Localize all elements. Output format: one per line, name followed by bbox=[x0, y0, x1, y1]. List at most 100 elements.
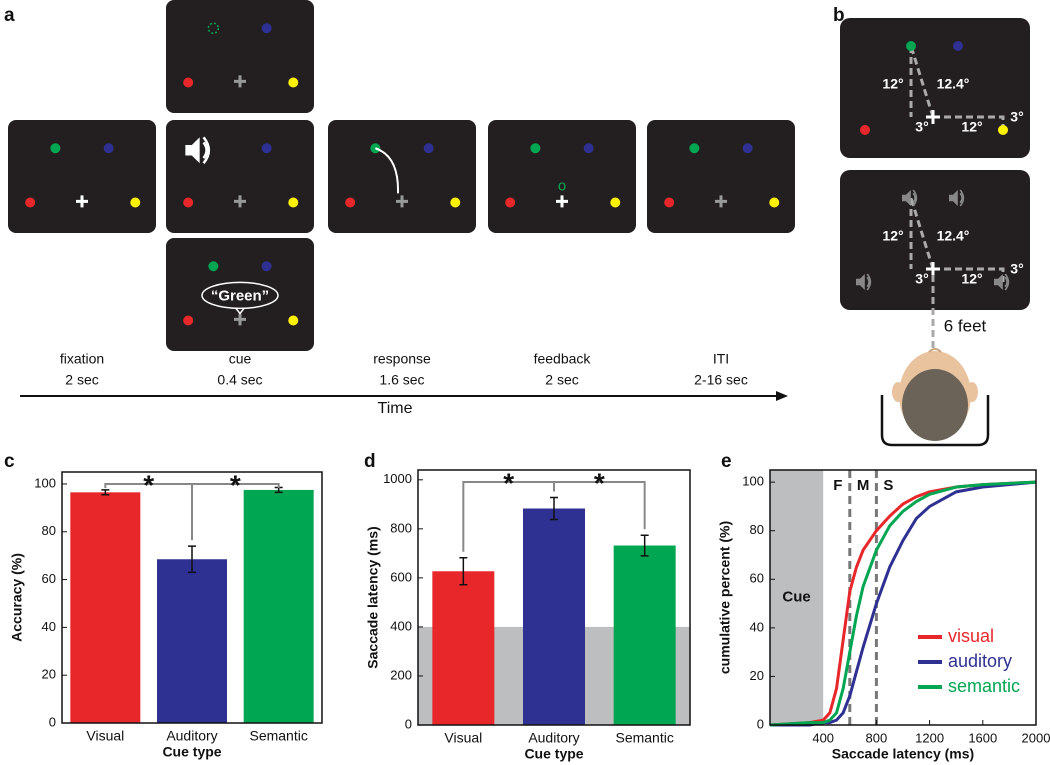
plot-frame bbox=[417, 469, 691, 726]
x-tick-label: Auditory bbox=[166, 728, 217, 744]
fixation-cross bbox=[715, 195, 727, 208]
x-tick-label: 800 bbox=[866, 730, 888, 745]
blue-target bbox=[583, 143, 594, 154]
green-target bbox=[530, 143, 541, 154]
blue-target bbox=[261, 23, 272, 34]
fixation-cross bbox=[926, 110, 940, 124]
fixation-cross bbox=[76, 195, 88, 208]
angle-label: 12° bbox=[882, 76, 903, 92]
y-tick-label: 600 bbox=[390, 569, 412, 584]
yellow-target bbox=[450, 197, 461, 208]
fixation-cross bbox=[234, 313, 246, 326]
stage-duration: 2-16 sec bbox=[694, 372, 748, 388]
stage-name: cue bbox=[229, 351, 252, 367]
red-target bbox=[183, 197, 194, 208]
error-bar bbox=[188, 545, 196, 574]
panel-label: b bbox=[833, 5, 845, 26]
hair bbox=[902, 369, 968, 441]
marker-label: F bbox=[833, 477, 842, 494]
x-axis-label: Cue type bbox=[162, 744, 221, 760]
y-tick-label: 20 bbox=[750, 668, 764, 683]
blue-target bbox=[261, 143, 272, 154]
fixation-cross bbox=[234, 75, 246, 88]
significance-bracket bbox=[191, 483, 280, 541]
y-tick-label: 80 bbox=[42, 523, 56, 538]
stage-duration: 2 sec bbox=[545, 372, 578, 388]
screen bbox=[840, 170, 1030, 310]
x-tick-label: Semantic bbox=[249, 728, 307, 744]
sound-wave bbox=[1004, 273, 1010, 291]
panel-label: a bbox=[4, 5, 15, 26]
y-tick-label: 60 bbox=[42, 571, 56, 586]
fixation-cross bbox=[396, 195, 408, 208]
error-bar bbox=[459, 557, 468, 586]
screen bbox=[166, 0, 314, 113]
significance-star: * bbox=[230, 469, 241, 500]
panel-label: d bbox=[364, 451, 376, 472]
y-tick-label: 20 bbox=[42, 667, 56, 682]
legend-label: semantic bbox=[948, 676, 1020, 696]
plot-frame bbox=[61, 471, 323, 724]
plot-frame bbox=[769, 469, 1037, 726]
sound-wave bbox=[1004, 276, 1008, 288]
distance-label: 6 feet bbox=[944, 316, 987, 335]
fixation-cross bbox=[556, 195, 568, 208]
y-axis-label: Saccade latency (ms) bbox=[365, 526, 381, 668]
sound-wave bbox=[202, 141, 208, 159]
sound-wave bbox=[202, 136, 211, 165]
x-tick-label: 1600 bbox=[968, 730, 997, 745]
time-label: Time bbox=[378, 400, 413, 417]
angle-label: 3° bbox=[1010, 261, 1023, 277]
y-tick-label: 1000 bbox=[383, 471, 412, 486]
error-bar bbox=[101, 489, 110, 496]
y-tick-label: 400 bbox=[390, 618, 412, 633]
green-target bbox=[906, 41, 916, 51]
screen bbox=[166, 120, 314, 233]
y-tick-label: 200 bbox=[390, 667, 412, 682]
y-axis-label: Accuracy (%) bbox=[9, 553, 25, 642]
stage-duration: 2 sec bbox=[65, 372, 98, 388]
yellow-target bbox=[769, 197, 780, 208]
cdf-line bbox=[769, 480, 1037, 727]
speech-text: “Green” bbox=[211, 287, 269, 304]
angle-label: 12° bbox=[882, 228, 903, 244]
feedback-mark: o bbox=[558, 177, 566, 194]
green-target bbox=[689, 143, 700, 154]
red-target bbox=[505, 197, 516, 208]
red-target bbox=[860, 125, 870, 135]
blue-target bbox=[261, 261, 272, 272]
y-tick-label: 0 bbox=[405, 716, 412, 731]
yellow-target bbox=[130, 197, 141, 208]
angle-guide bbox=[909, 197, 1005, 282]
significance-bracket bbox=[553, 481, 646, 530]
cue-band bbox=[770, 470, 824, 725]
x-tick-label: Auditory bbox=[528, 730, 579, 746]
yellow-target bbox=[288, 315, 299, 326]
marker-label: M bbox=[857, 477, 870, 494]
screen bbox=[840, 18, 1030, 158]
x-tick-label: Semantic bbox=[615, 730, 673, 746]
screen bbox=[8, 120, 156, 233]
red-target bbox=[664, 197, 675, 208]
angle-label: 12.4° bbox=[937, 228, 970, 244]
x-tick-label: 400 bbox=[812, 730, 834, 745]
speaker-icon bbox=[185, 137, 200, 164]
y-tick-label: 800 bbox=[390, 520, 412, 535]
x-tick-label: 2000 bbox=[1022, 730, 1050, 745]
red-target bbox=[25, 197, 36, 208]
panel-label: c bbox=[4, 451, 15, 472]
speaker-icon bbox=[949, 190, 958, 206]
yellow-target bbox=[288, 197, 299, 208]
y-tick-label: 100 bbox=[34, 475, 56, 490]
x-tick-label: Visual bbox=[444, 730, 482, 746]
yellow-target bbox=[998, 125, 1008, 135]
x-tick-label: 1200 bbox=[915, 730, 944, 745]
y-tick-label: 40 bbox=[42, 619, 56, 634]
saccade-path bbox=[375, 147, 400, 194]
bar bbox=[523, 508, 585, 725]
speaker-icon bbox=[994, 274, 1003, 290]
panel-label: e bbox=[721, 451, 732, 472]
cdf-line bbox=[770, 480, 1037, 727]
nose bbox=[928, 348, 942, 353]
green-target bbox=[50, 143, 61, 154]
